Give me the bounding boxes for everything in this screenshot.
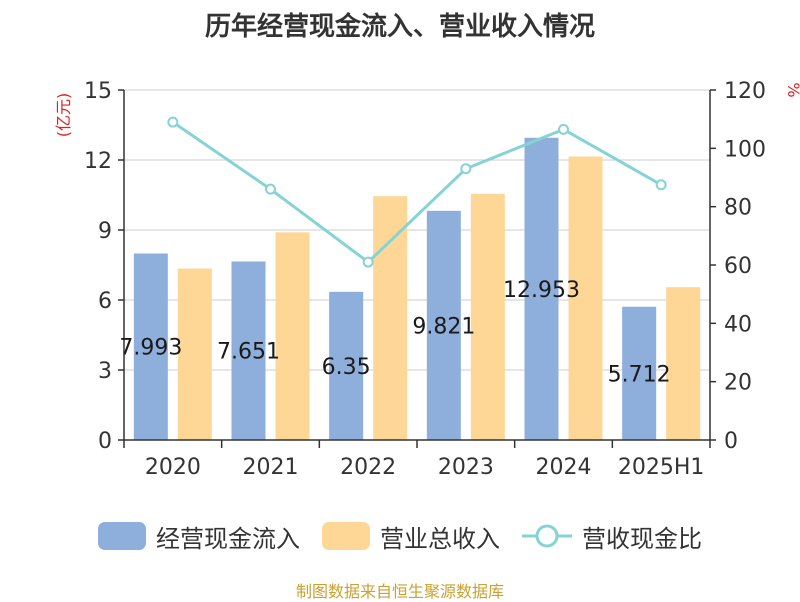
legend-label-revenue: 营业总收入 <box>380 524 500 553</box>
x-tick-label: 2022 <box>340 455 396 480</box>
y-right-tick-label: 0 <box>724 429 738 454</box>
bar-cash-inflow <box>329 291 364 440</box>
data-label-cash-inflow: 12.953 <box>503 278 580 303</box>
bar-cash-inflow <box>133 253 168 440</box>
legend-item-ratio[interactable]: 营收现金比 <box>522 516 702 556</box>
bar-revenue <box>666 287 701 440</box>
ratio-point <box>362 256 374 268</box>
legend-label-cash-inflow: 经营现金流入 <box>156 524 300 553</box>
x-tick-label: 2021 <box>243 455 299 480</box>
bar-revenue <box>373 196 408 440</box>
y-left-tick-label: 9 <box>98 219 112 244</box>
bar-revenue <box>470 193 505 440</box>
x-tick-label: 2025H1 <box>618 455 705 480</box>
y-left-unit: (亿元) <box>54 93 73 138</box>
bar-cash-inflow <box>524 137 559 440</box>
grid-lines <box>124 89 710 371</box>
ratio-point <box>265 183 276 195</box>
y-right-tick-label: 40 <box>724 312 752 337</box>
legend: 经营现金流入 营业总收入 营收现金比 <box>0 516 800 556</box>
data-label-cash-inflow: 9.821 <box>412 314 475 339</box>
y-left-tick-label: 0 <box>98 429 112 454</box>
bar-cash-inflow <box>426 210 461 440</box>
y-right-tick-label: 60 <box>724 254 752 279</box>
data-label-cash-inflow: 6.35 <box>322 355 371 380</box>
data-source-note: 制图数据来自恒生聚源数据库 <box>295 582 504 601</box>
ratio-point <box>460 163 472 175</box>
legend-item-revenue[interactable]: 营业总收入 <box>322 516 500 556</box>
axes-layer: 0 3 6 9 12 15 0 20 40 60 80 100 120 (亿元)% 2020 2021 2022… <box>54 79 800 480</box>
y-right-tick-label: 80 <box>724 196 752 221</box>
x-tick-label: 2024 <box>536 455 592 480</box>
bar-cash-inflow <box>622 306 657 440</box>
x-tick-label: 2020 <box>145 455 201 480</box>
data-label-cash-inflow: 7.651 <box>217 340 280 365</box>
legend-label-ratio: 营收现金比 <box>582 524 702 553</box>
x-tick-label: 2023 <box>438 455 494 480</box>
bar-revenue <box>177 268 212 440</box>
legend-swatch-revenue <box>322 522 370 550</box>
y-right-unit: % <box>784 82 800 97</box>
bar-layer <box>133 137 701 440</box>
data-label-layer: 7.993 7.651 6.35 9.821 12.953 5.712 <box>119 278 670 387</box>
legend-item-cash-inflow[interactable]: 经营现金流入 <box>98 516 300 556</box>
data-label-cash-inflow: 7.993 <box>119 336 182 361</box>
legend-swatch-ratio <box>522 524 572 548</box>
y-left-tick-label: 12 <box>84 149 112 174</box>
bar-revenue <box>275 232 310 440</box>
ratio-point <box>558 123 569 135</box>
bar-revenue <box>568 156 603 440</box>
bar-cash-inflow <box>231 261 266 440</box>
y-right-tick-label: 120 <box>724 79 766 104</box>
y-left-tick-label: 3 <box>98 359 112 384</box>
y-left-tick-label: 6 <box>98 289 112 314</box>
data-label-cash-inflow: 5.712 <box>608 362 671 387</box>
y-right-tick-label: 100 <box>724 137 766 162</box>
y-right-tick-label: 20 <box>724 371 752 396</box>
ratio-point <box>655 179 667 191</box>
ratio-line <box>171 120 662 265</box>
ratio-line-layer <box>167 116 667 268</box>
chart-title: 历年经营现金流入、营业收入情况 <box>204 12 595 42</box>
ratio-point <box>167 116 179 128</box>
legend-swatch-cash-inflow <box>98 522 146 550</box>
y-left-tick-label: 15 <box>84 79 112 104</box>
